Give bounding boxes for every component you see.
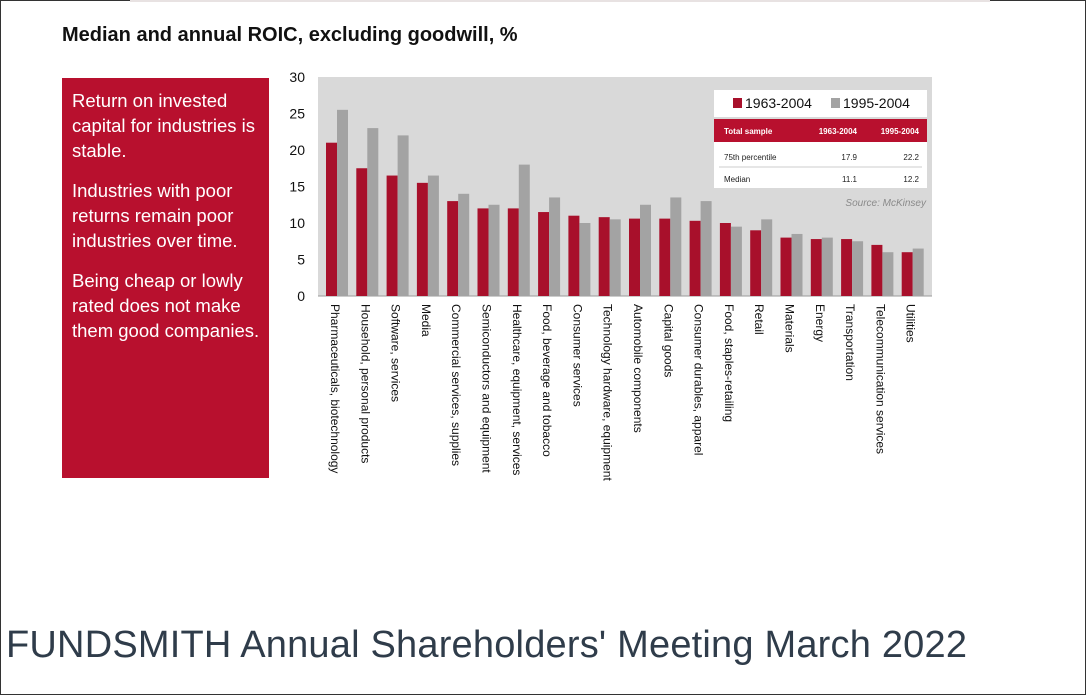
bar-1963-2004-healthcare-equipment-services <box>507 208 519 296</box>
x-tick-label-energy: Energy <box>813 304 827 342</box>
bar-1995-2004-media <box>427 175 439 296</box>
x-tick-label-materials: Materials <box>783 304 797 353</box>
x-tick-label-utilities: Utilities <box>904 304 918 343</box>
footer-title: FUNDSMITH Annual Shareholders' Meeting M… <box>6 624 968 666</box>
bar-1995-2004-pharmaceuticals-biotechnology <box>337 109 348 296</box>
bar-1963-2004-materials <box>780 237 792 296</box>
bar-1963-2004-food-staples-retailing <box>719 223 731 296</box>
x-tick-label-semiconductors-and-equipment: Semiconductors and equipment <box>480 304 494 473</box>
y-tick-label: 30 <box>289 69 305 85</box>
inset-table-header <box>714 119 927 142</box>
x-tick-label-household-personal-products: Household, personal products <box>358 304 372 463</box>
x-tick-label-media: Media <box>419 304 433 337</box>
bar-1995-2004-food-beverage-and-tobacco <box>549 197 561 296</box>
x-tick-label-pharmaceuticals-biotechnology: Pharmaceuticals, biotechnology <box>328 304 342 473</box>
x-tick-label-healthcare-equipment-services: Healthcare, equipment, services <box>510 304 524 475</box>
x-tick-label-transportation: Transportation <box>843 304 857 381</box>
legend-label-1963-2004: 1963-2004 <box>745 95 812 111</box>
side-panel: Return on invested capital for industrie… <box>62 78 269 478</box>
inset-table-row1-label: 75th percentile <box>724 153 777 162</box>
bar-1995-2004-energy <box>821 237 833 296</box>
bar-1995-2004-capital-goods <box>670 197 682 296</box>
side-panel-point-1: Return on invested capital for industrie… <box>72 90 256 161</box>
chart-title: Median and annual ROIC, excluding goodwi… <box>62 24 518 46</box>
inset-table-row2-col2: 12.2 <box>903 175 919 184</box>
bar-1995-2004-food-staples-retailing <box>730 226 742 296</box>
bar-1963-2004-retail <box>750 230 762 296</box>
bar-1963-2004-semiconductors-and-equipment <box>477 208 489 296</box>
inset-table-body <box>714 142 927 188</box>
x-tick-label-consumer-durables-apparel: Consumer durables, apparel <box>692 304 706 455</box>
x-tick-label-retail: Retail <box>752 304 766 335</box>
x-tick-label-capital-goods: Capital goods <box>661 304 675 377</box>
bar-1995-2004-consumer-services <box>579 223 591 296</box>
bar-1963-2004-consumer-durables-apparel <box>689 220 701 296</box>
x-tick-label-food-beverage-and-tobacco: Food, beverage and tobacco <box>540 304 554 457</box>
bar-1995-2004-transportation <box>852 241 864 296</box>
inset-table-row2-label: Median <box>724 175 750 184</box>
bar-1995-2004-automobile-components <box>640 204 651 296</box>
bar-1995-2004-technology-hardware-equipment <box>609 219 621 296</box>
bar-1963-2004-household-personal-products <box>356 168 368 296</box>
x-tick-label-food-staples-retailing: Food, staples-retailing <box>722 304 736 422</box>
bar-1995-2004-semiconductors-and-equipment <box>488 204 500 296</box>
bar-1963-2004-automobile-components <box>629 218 640 296</box>
x-tick-label-telecommunication-services: Telecommunication services <box>873 304 887 454</box>
inset-table-header-label: Total sample <box>724 127 773 136</box>
inset-table: Total sample 1963-2004 1995-2004 75th pe… <box>714 119 927 188</box>
y-tick-label: 10 <box>289 215 305 231</box>
legend: 1963-2004 1995-2004 <box>714 90 927 117</box>
inset-table-header-col2: 1995-2004 <box>881 127 920 136</box>
side-panel-point-2: Industries with poor returns remain poor… <box>72 180 238 251</box>
inset-table-row1-col2: 22.2 <box>903 153 919 162</box>
bar-1995-2004-consumer-durables-apparel <box>700 201 712 296</box>
x-tick-label-consumer-services: Consumer services <box>570 304 584 407</box>
bar-1963-2004-food-beverage-and-tobacco <box>538 212 550 296</box>
legend-swatch-1963-2004 <box>733 98 742 108</box>
inset-table-row2-col1: 11.1 <box>842 175 858 184</box>
bar-1995-2004-household-personal-products <box>367 128 379 296</box>
y-tick-label: 0 <box>297 288 305 304</box>
bar-1995-2004-telecommunication-services <box>882 252 894 296</box>
bar-1963-2004-capital-goods <box>659 218 671 296</box>
inset-table-header-col1: 1963-2004 <box>819 127 858 136</box>
legend-label-1995-2004: 1995-2004 <box>843 95 910 111</box>
bar-1963-2004-commercial-services-supplies <box>447 201 459 296</box>
side-panel-point-3: Being cheap or lowly rated does not make… <box>72 270 260 341</box>
bar-1995-2004-commercial-services-supplies <box>458 193 470 296</box>
top-strip <box>130 0 990 2</box>
legend-box <box>714 90 927 117</box>
roic-bar-chart: 0 5 10 15 20 25 30 Pharmaceuticals, biotechnol… <box>289 69 932 481</box>
bar-1963-2004-energy <box>810 239 822 296</box>
y-tick-label: 20 <box>289 142 305 158</box>
bar-1995-2004-software-services <box>397 135 409 296</box>
bar-1963-2004-transportation <box>841 239 853 296</box>
y-tick-label: 5 <box>297 252 305 268</box>
inset-table-row1-col1: 17.9 <box>841 153 857 162</box>
bar-1963-2004-technology-hardware-equipment <box>598 217 610 296</box>
bar-1963-2004-consumer-services <box>568 215 580 296</box>
bar-1963-2004-utilities <box>901 252 913 296</box>
y-tick-label: 15 <box>289 179 305 195</box>
bar-1963-2004-software-services <box>386 175 398 296</box>
x-tick-label-automobile-components: Automobile components <box>631 304 645 433</box>
bar-1963-2004-media <box>416 182 428 296</box>
x-tick-label-software-services: Software, services <box>389 304 403 402</box>
x-tick-label-commercial-services-supplies: Commercial services, supplies <box>449 304 463 466</box>
x-tick-label-technology-hardware-equipment: Technology hardware, equipment <box>601 304 615 481</box>
bar-1995-2004-retail <box>761 219 773 296</box>
legend-swatch-1995-2004 <box>831 98 840 108</box>
bar-1963-2004-telecommunication-services <box>871 244 883 296</box>
bar-1995-2004-healthcare-equipment-services <box>518 164 530 296</box>
bar-1995-2004-utilities <box>912 248 924 296</box>
bar-1995-2004-materials <box>791 233 803 296</box>
bar-1963-2004-pharmaceuticals-biotechnology <box>326 142 337 296</box>
source-note: Source: McKinsey <box>845 198 927 209</box>
y-tick-label: 25 <box>289 106 305 122</box>
